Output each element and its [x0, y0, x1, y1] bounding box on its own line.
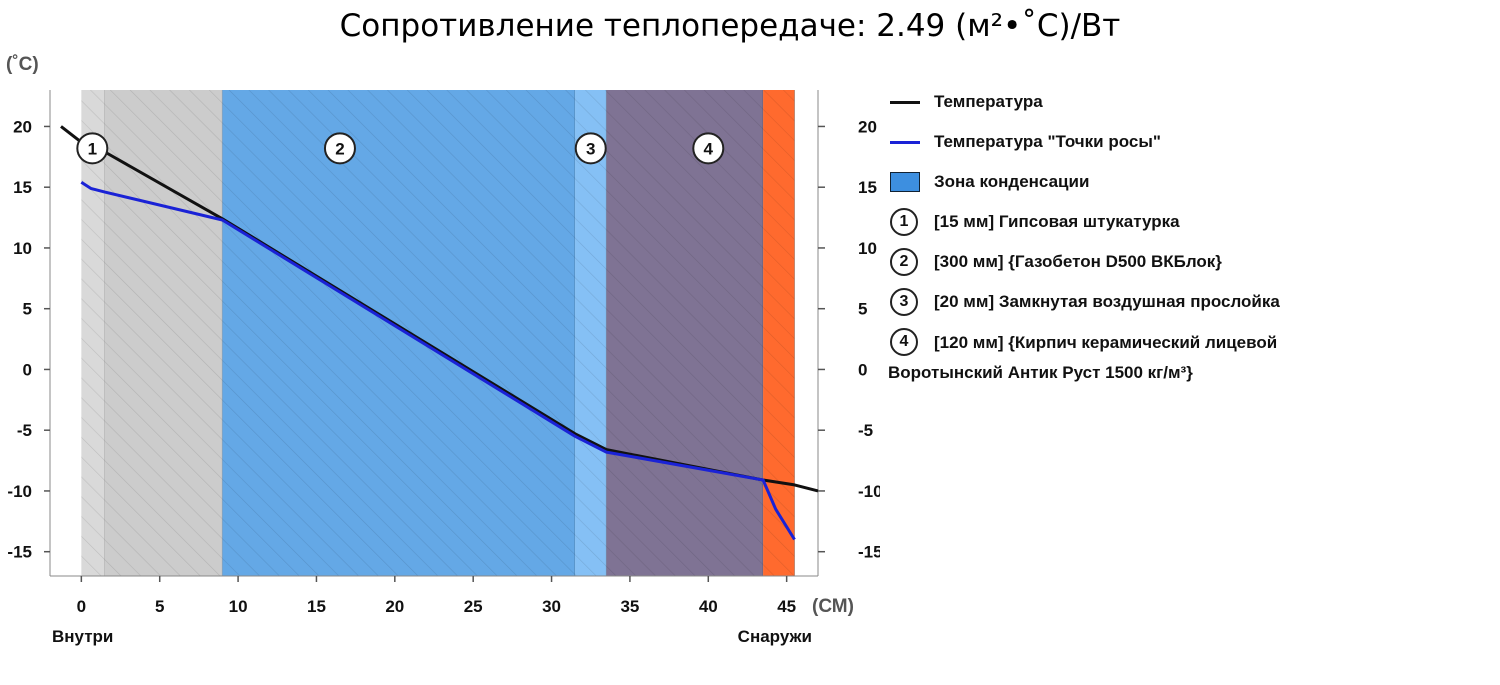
y-tick-label-right: 5: [858, 300, 867, 319]
x-axis-unit-label: (СМ): [812, 596, 854, 617]
layer-number-badge: [323, 132, 356, 165]
y-tick-label-left: -10: [7, 482, 32, 501]
legend-item-layer-3: 3 [20 мм] Замкнутая воздушная прослойка: [888, 288, 1488, 328]
y-tick-label-right: -15: [858, 543, 880, 562]
legend-line-swatch: [890, 141, 920, 144]
legend-item-dewpoint: Температура "Точки росы": [888, 128, 1488, 168]
legend-item-temperature: Температура: [888, 88, 1488, 128]
legend-item-layer-2: 2 [300 мм] {Газобетон D500 ВКБлок}: [888, 248, 1488, 288]
legend-label: Температура: [934, 92, 1043, 111]
legend-label: [300 мм] {Газобетон D500 ВКБлок}: [934, 252, 1222, 271]
layer-number-badge: 3: [890, 288, 918, 316]
y-tick-label-left: 20: [13, 117, 32, 136]
legend-label: Зона конденсации: [934, 172, 1090, 191]
x-tick-label: 30: [542, 597, 561, 616]
legend-box-swatch: [890, 172, 920, 192]
legend-label: [20 мм] Замкнутая воздушная прослойка: [934, 292, 1280, 311]
y-tick-label-right: 10: [858, 239, 877, 258]
y-tick-label-left: 0: [23, 360, 32, 379]
layer-number-badge: [76, 132, 109, 165]
y-tick-label-right: 0: [858, 360, 867, 379]
y-tick-label-left: 15: [13, 178, 32, 197]
y-tick-label-left: 5: [23, 300, 32, 319]
layer-number-label: 2: [335, 139, 344, 158]
x-tick-label: 25: [464, 597, 483, 616]
chart-plot: 0 5 10 15 20 25 30 35 40 45 20 20 15 15 10 10 5 5 0 0 -5 -5 -1…: [6, 54, 880, 646]
layer-hatch: [222, 90, 576, 576]
legend-label: [120 мм] {Кирпич керамический лицевой Во…: [888, 333, 1278, 382]
legend-label: Температура "Точки росы": [934, 132, 1161, 151]
legend-item-layer-4: 4 [120 мм] {Кирпич керамический лицевой …: [888, 328, 1488, 388]
layer-number-badge: 2: [890, 248, 918, 276]
y-tick-label-left: -15: [7, 543, 32, 562]
x-tick-label: 35: [620, 597, 639, 616]
layer-number-label: 1: [88, 139, 97, 158]
legend-line-swatch: [890, 101, 920, 104]
y-axis-unit-label: (˚C): [6, 54, 39, 75]
y-tick-label-left: 10: [13, 239, 32, 258]
legend-label: [15 мм] Гипсовая штукатурка: [934, 212, 1180, 231]
series-line-dewpoint: [80, 181, 796, 541]
layer-number-label: 3: [586, 139, 595, 158]
layer-hatch: [763, 90, 795, 576]
layer-number-badge: 4: [890, 328, 918, 356]
legend: Температура Температура "Точки росы" Зон…: [888, 88, 1488, 388]
chart-title: Сопротивление теплопередаче: 2.49 (м²•˚C…: [339, 8, 1121, 44]
y-tick-label-right: -10: [858, 482, 880, 501]
layer-number-badge: [692, 132, 725, 165]
y-tick-label-right: 20: [858, 117, 877, 136]
layer-hatch: [575, 90, 607, 576]
x-tick-label: 20: [385, 597, 404, 616]
x-tick-label: 40: [699, 597, 718, 616]
x-tick-label: 0: [77, 597, 86, 616]
x-tick-label: 15: [307, 597, 326, 616]
legend-item-layer-1: 1 [15 мм] Гипсовая штукатурка: [888, 208, 1488, 248]
legend-item-condensation-zone: Зона конденсации: [888, 168, 1488, 208]
y-tick-label-right: -5: [858, 421, 873, 440]
layer-number-badge: 1: [890, 208, 918, 236]
layer-hatch: [606, 90, 764, 576]
layer-hatch: [104, 90, 223, 576]
layer-number-badge: [574, 132, 607, 165]
x-tick-label: 45: [777, 597, 796, 616]
y-tick-label-right: 15: [858, 178, 877, 197]
layer-number-label: 4: [704, 139, 714, 158]
outside-label: Снаружи: [738, 627, 812, 646]
inside-label: Внутри: [52, 627, 113, 646]
x-tick-label: 10: [229, 597, 248, 616]
layer-hatch: [81, 90, 105, 576]
y-tick-label-left: -5: [17, 421, 32, 440]
x-tick-label: 5: [155, 597, 164, 616]
